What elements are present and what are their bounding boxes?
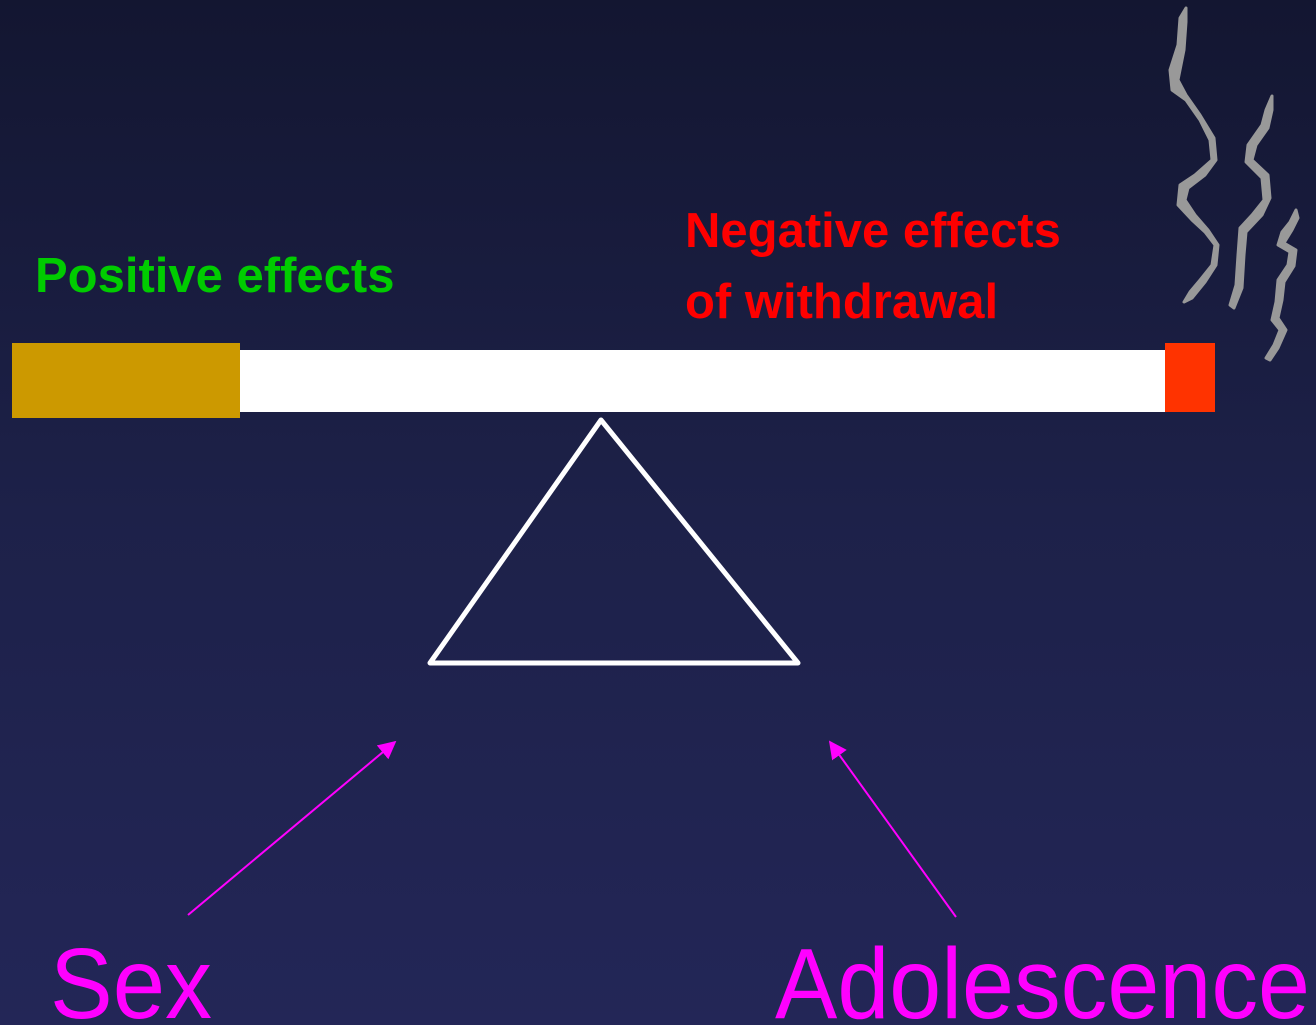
cigarette-filter — [12, 343, 240, 418]
factor-label: Sex — [50, 928, 212, 1025]
cigarette-ember — [1165, 343, 1215, 412]
negative-label: of withdrawal — [685, 275, 998, 329]
negative-label: Negative effects — [685, 204, 1061, 258]
positive-label: Positive effects — [35, 249, 395, 303]
arrow-adolescence — [828, 740, 957, 918]
smoke — [1168, 6, 1300, 362]
arrow-sex — [187, 740, 397, 916]
cigarette-body — [240, 350, 1165, 412]
fulcrum — [427, 417, 801, 666]
factor-label: Adolescence — [775, 928, 1310, 1025]
